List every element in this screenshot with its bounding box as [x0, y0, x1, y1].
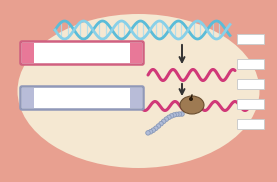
Ellipse shape	[6, 5, 271, 177]
Ellipse shape	[156, 124, 161, 128]
FancyBboxPatch shape	[237, 35, 265, 45]
Bar	[22, 88, 34, 108]
Ellipse shape	[161, 119, 166, 124]
FancyBboxPatch shape	[20, 86, 143, 110]
Ellipse shape	[167, 115, 171, 120]
Ellipse shape	[146, 131, 150, 135]
Ellipse shape	[177, 112, 182, 116]
Ellipse shape	[164, 117, 169, 121]
Ellipse shape	[172, 113, 176, 117]
FancyBboxPatch shape	[237, 60, 265, 70]
Ellipse shape	[180, 112, 184, 116]
Ellipse shape	[159, 121, 163, 126]
FancyBboxPatch shape	[237, 120, 265, 130]
Ellipse shape	[153, 126, 158, 130]
FancyBboxPatch shape	[237, 100, 265, 110]
Bar	[22, 43, 34, 63]
Ellipse shape	[17, 14, 260, 168]
Ellipse shape	[151, 128, 155, 132]
Bar	[130, 88, 142, 108]
Ellipse shape	[175, 112, 179, 117]
Bar	[130, 43, 142, 63]
Ellipse shape	[169, 114, 174, 118]
Ellipse shape	[148, 130, 153, 134]
Ellipse shape	[180, 96, 204, 114]
Ellipse shape	[189, 97, 193, 101]
FancyBboxPatch shape	[237, 80, 265, 90]
FancyBboxPatch shape	[20, 41, 143, 64]
